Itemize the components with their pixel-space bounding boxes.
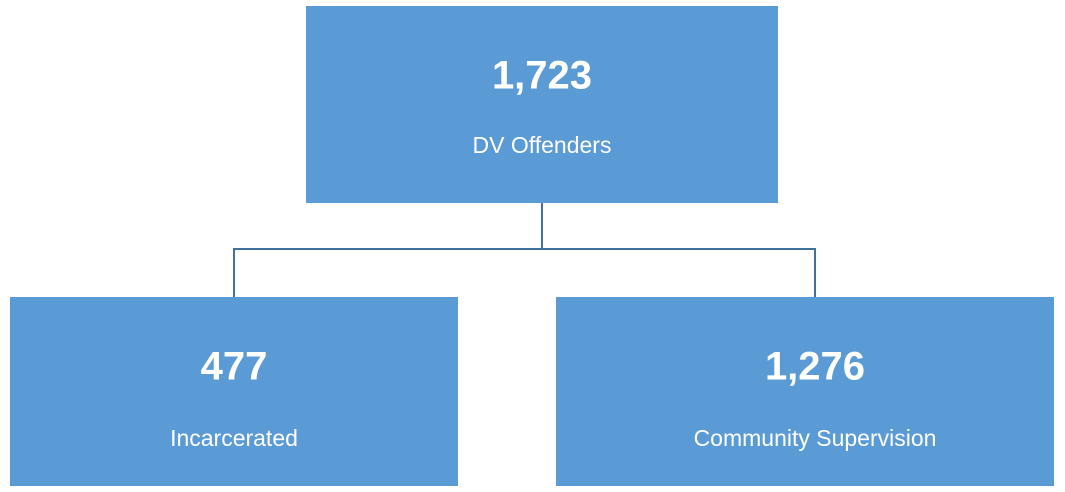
node-top: 1,723 DV Offenders — [306, 6, 778, 203]
node-label: Incarcerated — [170, 425, 298, 451]
node-box — [306, 6, 778, 203]
node-box — [10, 297, 458, 486]
node-value: 1,276 — [765, 345, 865, 389]
connectors — [233, 203, 816, 297]
node-label: DV Offenders — [473, 132, 612, 158]
node-right: 1,276 Community Supervision — [556, 297, 1054, 486]
node-left: 477 Incarcerated — [10, 297, 458, 486]
node-box — [556, 297, 1054, 486]
node-value: 1,723 — [492, 54, 592, 98]
node-value: 477 — [201, 345, 268, 389]
node-label: Community Supervision — [694, 425, 937, 451]
